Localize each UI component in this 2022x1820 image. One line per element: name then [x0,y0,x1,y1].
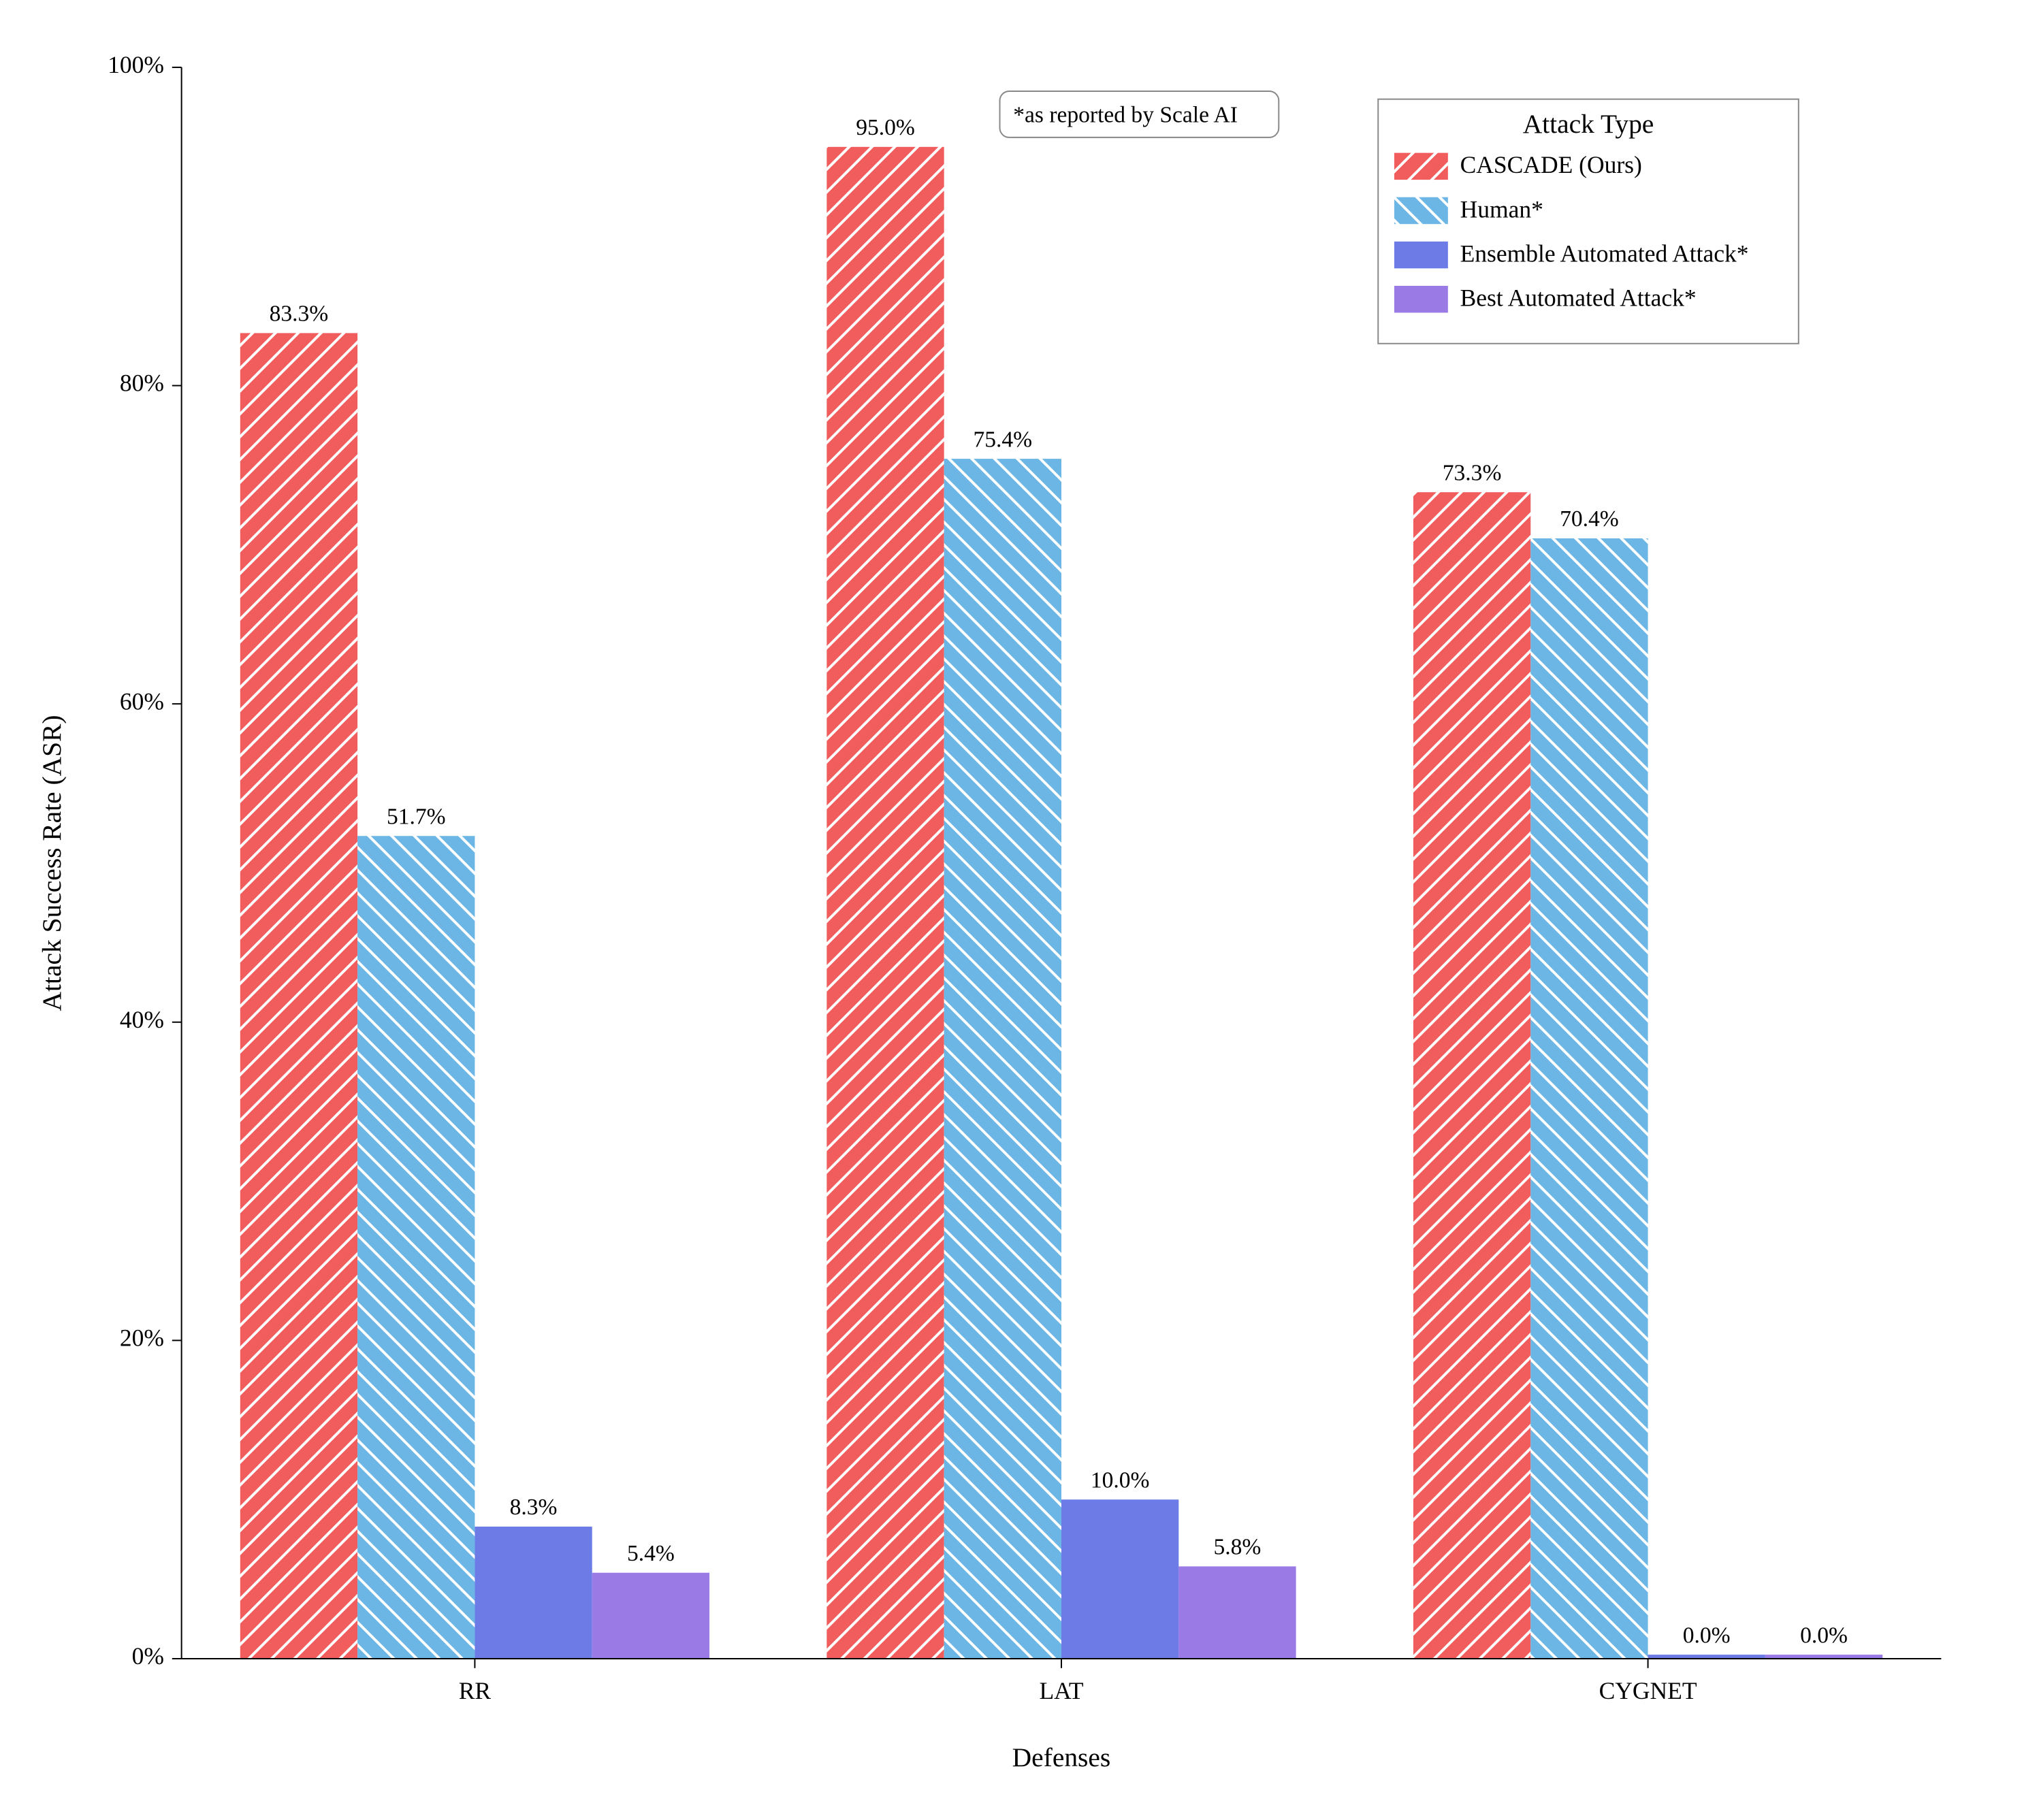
annotation-text: *as reported by Scale AI [1013,103,1238,128]
bar-value-label: 8.3% [510,1495,558,1520]
x-tick-label: LAT [1039,1677,1083,1704]
x-axis-label: Defenses [1012,1742,1111,1772]
bar-value-label: 83.3% [270,302,329,327]
svg-text:40%: 40% [120,1006,164,1033]
bar-value-label: 73.3% [1443,460,1502,485]
bar [944,459,1061,1659]
bar [357,836,475,1659]
bar-value-label: 75.4% [974,427,1033,452]
svg-text:0%: 0% [132,1642,164,1670]
legend-title: Attack Type [1523,109,1654,139]
legend-swatch [1394,286,1448,312]
svg-text:60%: 60% [120,687,164,715]
bar-value-label: 5.8% [1214,1535,1262,1560]
bar [1061,1499,1178,1659]
bar-value-label: 5.4% [627,1541,675,1566]
legend-swatch [1394,153,1448,180]
svg-text:100%: 100% [108,51,164,78]
svg-text:80%: 80% [120,370,164,397]
x-tick-label: RR [459,1677,492,1704]
bar [1530,538,1648,1659]
bar-value-label: 0.0% [1800,1623,1848,1648]
bar-chart: 0% 20% 40% 60% 80% 100% RR LAT CYGNET 83.3% 95.0% 7… [14,14,2008,1806]
legend-item-label: Ensemble Automated Attack* [1460,240,1749,267]
bar-value-label: 70.4% [1560,506,1619,532]
bar [475,1527,592,1659]
chart-container: 0% 20% 40% 60% 80% 100% RR LAT CYGNET 83.3% 95.0% 7… [14,14,2008,1806]
bar [1178,1566,1296,1659]
bar [592,1573,709,1659]
legend-item-label: Best Automated Attack* [1460,285,1697,312]
bar-value-label: 10.0% [1091,1467,1150,1493]
bar-value-label: 0.0% [1683,1623,1731,1648]
x-tick-label: CYGNET [1599,1677,1697,1704]
bar-value-label: 51.7% [387,804,446,829]
bar [240,333,357,1659]
legend-item-label: CASCADE (Ours) [1460,151,1642,178]
bar [827,147,944,1659]
svg-text:20%: 20% [120,1325,164,1352]
bar-value-label: 95.0% [856,115,915,140]
legend-item-label: Human* [1460,195,1543,223]
legend-swatch [1394,242,1448,268]
legend-swatch [1394,197,1448,224]
y-axis-label: Attack Success Rate (ASR) [37,715,67,1011]
bar [1413,492,1530,1659]
